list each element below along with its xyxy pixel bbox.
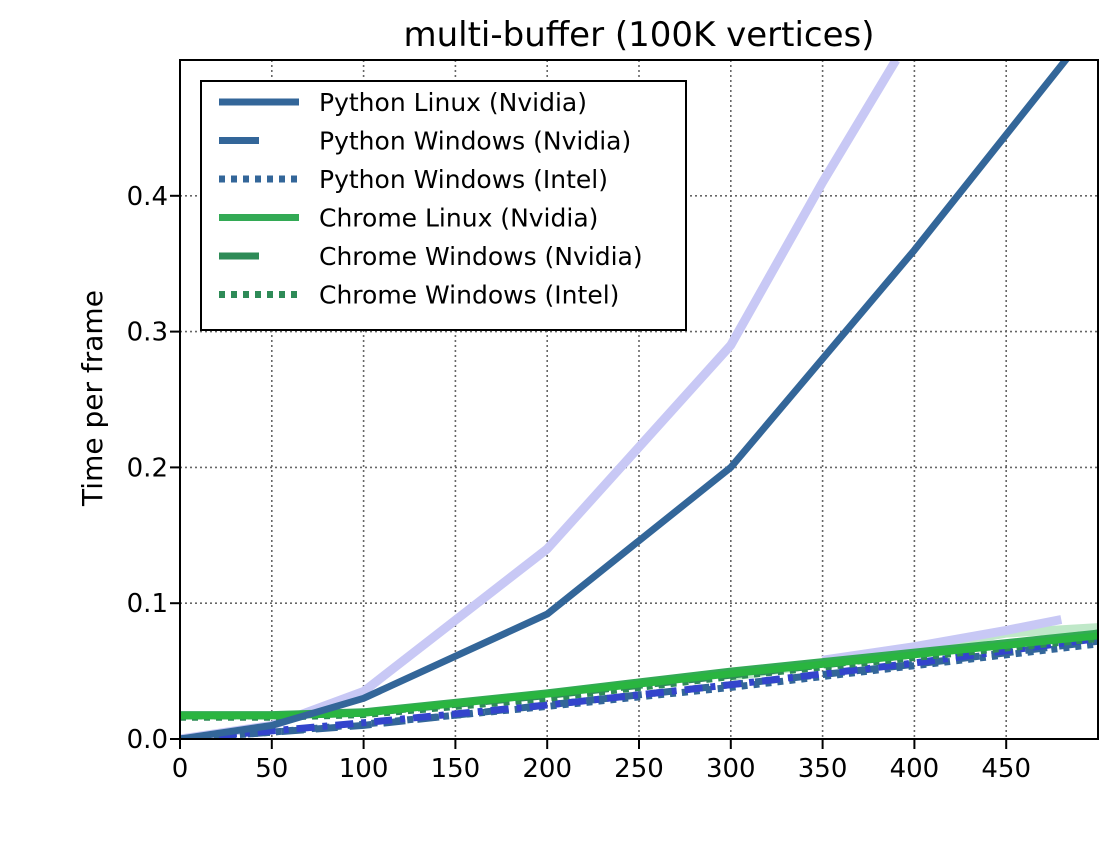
legend-label: Python Windows (Intel) <box>319 165 608 194</box>
series-line-0 <box>180 60 1071 739</box>
legend-box <box>200 80 687 331</box>
chart-title: multi-buffer (100K vertices) <box>403 15 874 55</box>
legend-label: Python Linux (Nvidia) <box>319 88 587 117</box>
x-tick-label: 400 <box>890 754 940 784</box>
legend: Python Linux (Nvidia) Python Windows (Nvi… <box>200 80 687 331</box>
y-tick-label: 0.3 <box>127 318 168 348</box>
series-lines <box>180 60 1098 739</box>
x-tick-label: 0 <box>172 754 189 784</box>
x-tick-label: 450 <box>981 754 1031 784</box>
x-tick-label: 200 <box>522 754 572 784</box>
legend-label: Chrome Windows (Nvidia) <box>319 242 643 271</box>
series-line-7 <box>180 635 1098 739</box>
y-tick-label: 0.4 <box>127 182 168 212</box>
x-tick-label: 150 <box>431 754 481 784</box>
x-tick-label: 250 <box>614 754 664 784</box>
series-line-10 <box>180 632 1098 720</box>
x-tick-label: 300 <box>706 754 756 784</box>
y-tick-label: 0.0 <box>127 725 168 755</box>
x-tick-label: 50 <box>255 754 288 784</box>
y-tick-label: 0.1 <box>127 589 168 619</box>
y-axis-label: Time per frame <box>76 290 109 507</box>
x-tick-label: 100 <box>339 754 389 784</box>
axis-ticks: 0 50 100 150 200 250 300 350 400 450 0.0 0.1 0.2 0.3 0… <box>127 182 1031 784</box>
legend-label: Chrome Windows (Intel) <box>319 281 619 310</box>
legend-label: Chrome Linux (Nvidia) <box>319 204 598 233</box>
y-tick-label: 0.2 <box>127 453 168 483</box>
x-tick-label: 350 <box>798 754 848 784</box>
legend-label: Python Windows (Nvidia) <box>319 127 631 156</box>
